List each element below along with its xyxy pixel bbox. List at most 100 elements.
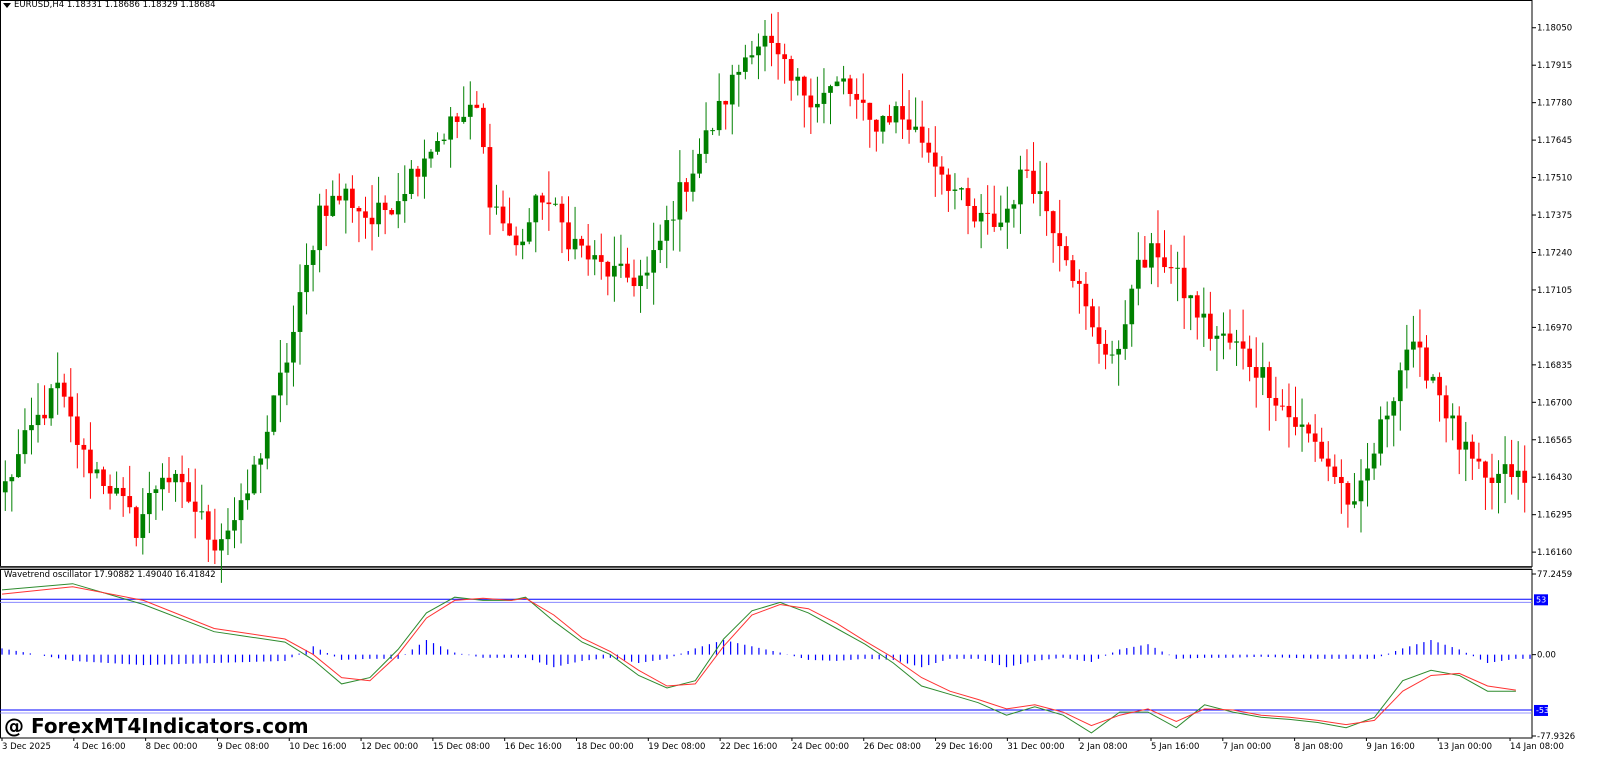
candle-body bbox=[402, 193, 408, 202]
candle-body bbox=[1411, 341, 1416, 350]
candle-body bbox=[435, 141, 440, 152]
candle-body bbox=[1044, 191, 1049, 212]
candle-body bbox=[1135, 259, 1141, 289]
candle-body bbox=[677, 182, 683, 220]
candle-body bbox=[592, 255, 598, 260]
candle-body bbox=[539, 195, 545, 203]
candle-body bbox=[598, 255, 604, 262]
candle-body bbox=[1319, 441, 1325, 459]
oscillator-values: 17.90882 1.49040 16.41842 bbox=[94, 570, 216, 580]
candle-body bbox=[1168, 267, 1174, 269]
candle-body bbox=[343, 188, 349, 201]
candle-body bbox=[900, 106, 905, 120]
candle-body bbox=[487, 147, 493, 208]
candle-body bbox=[101, 469, 106, 486]
candle-body bbox=[526, 222, 532, 242]
candle-body bbox=[186, 482, 192, 502]
candle-body bbox=[978, 212, 984, 222]
time-tick-label: 12 Dec 00:00 bbox=[361, 742, 418, 752]
candle-body bbox=[336, 195, 342, 201]
candle-body bbox=[310, 250, 316, 265]
candle-body bbox=[363, 211, 368, 218]
candle-body bbox=[1090, 306, 1095, 328]
candle-body bbox=[153, 489, 159, 493]
candle-body bbox=[605, 261, 611, 277]
price-tick-label: 1.17105 bbox=[1537, 286, 1572, 296]
candle-body bbox=[998, 222, 1004, 227]
candle-body bbox=[1325, 458, 1331, 467]
candle-body bbox=[880, 115, 886, 132]
candle-body bbox=[1397, 370, 1403, 402]
candle-body bbox=[1306, 424, 1311, 434]
candle-body bbox=[867, 102, 873, 120]
candle-body bbox=[500, 206, 506, 224]
candle-body bbox=[513, 235, 519, 246]
candle-body bbox=[723, 100, 729, 105]
price-tick-label: 1.16700 bbox=[1537, 398, 1572, 408]
time-tick-label: 9 Jan 16:00 bbox=[1366, 742, 1414, 752]
candle-body bbox=[749, 55, 755, 58]
candle-body bbox=[356, 207, 362, 212]
candle-body bbox=[16, 454, 21, 478]
candle-body bbox=[1286, 405, 1292, 418]
candle-body bbox=[382, 202, 388, 211]
candle-body bbox=[572, 238, 578, 250]
candle-body bbox=[42, 414, 47, 419]
candle-body bbox=[618, 263, 624, 266]
candle-body bbox=[369, 217, 375, 225]
candle-body bbox=[448, 116, 453, 140]
candle-body bbox=[376, 202, 381, 225]
candle-body bbox=[441, 139, 447, 142]
candle-body bbox=[664, 220, 670, 241]
candle-body bbox=[1234, 341, 1239, 343]
time-tick-label: 29 Dec 16:00 bbox=[936, 742, 993, 752]
candle-body bbox=[22, 430, 28, 455]
candle-body bbox=[815, 103, 820, 108]
candle-body bbox=[1443, 395, 1449, 419]
candle-body bbox=[1515, 470, 1521, 478]
price-tick-label: 1.18050 bbox=[1537, 24, 1572, 34]
candle-body bbox=[841, 78, 846, 82]
candle-body bbox=[245, 493, 250, 501]
oscillator-header: Wavetrend oscillator 17.90882 1.49040 16… bbox=[4, 570, 216, 580]
price-tick-label: 1.16160 bbox=[1537, 548, 1572, 558]
candle-body bbox=[205, 511, 211, 540]
dropdown-triangle-icon[interactable] bbox=[3, 3, 11, 8]
candle-body bbox=[1358, 480, 1364, 502]
candle-body bbox=[199, 511, 205, 513]
candle-body bbox=[212, 539, 218, 551]
candle-body bbox=[1004, 208, 1010, 223]
candle-body bbox=[1024, 169, 1030, 171]
level-bottom-tag: -53 bbox=[1536, 706, 1549, 715]
candle-body bbox=[107, 485, 113, 494]
price-tick-label: 1.16430 bbox=[1537, 473, 1572, 483]
candle-body bbox=[1476, 458, 1482, 462]
candle-body bbox=[415, 168, 421, 177]
candle-body bbox=[1011, 204, 1017, 209]
candle-body bbox=[173, 473, 178, 483]
candle-body bbox=[1371, 453, 1377, 469]
candle-body bbox=[88, 449, 93, 474]
candle-body bbox=[1057, 233, 1063, 247]
oscillator-name: Wavetrend oscillator bbox=[4, 570, 92, 580]
candle-body bbox=[68, 396, 74, 417]
osc-scale-top: 77.2459 bbox=[1537, 570, 1572, 580]
candle-body bbox=[1260, 367, 1266, 378]
candle-body bbox=[684, 182, 689, 192]
candle-body bbox=[140, 514, 146, 538]
candle-body bbox=[1299, 424, 1305, 427]
candle-body bbox=[179, 473, 185, 483]
level-top-tag: 53 bbox=[1536, 595, 1546, 604]
time-tick-label: 13 Jan 00:00 bbox=[1438, 742, 1492, 752]
candle-body bbox=[350, 188, 355, 208]
candle-body bbox=[906, 119, 912, 130]
candle-body bbox=[330, 195, 336, 216]
candle-body bbox=[219, 539, 224, 551]
candle-body bbox=[1312, 433, 1318, 442]
candle-body bbox=[1116, 348, 1122, 355]
candle-body bbox=[559, 203, 565, 223]
candle-body bbox=[1070, 260, 1076, 281]
candle-body bbox=[467, 104, 473, 117]
candle-body bbox=[238, 500, 244, 521]
